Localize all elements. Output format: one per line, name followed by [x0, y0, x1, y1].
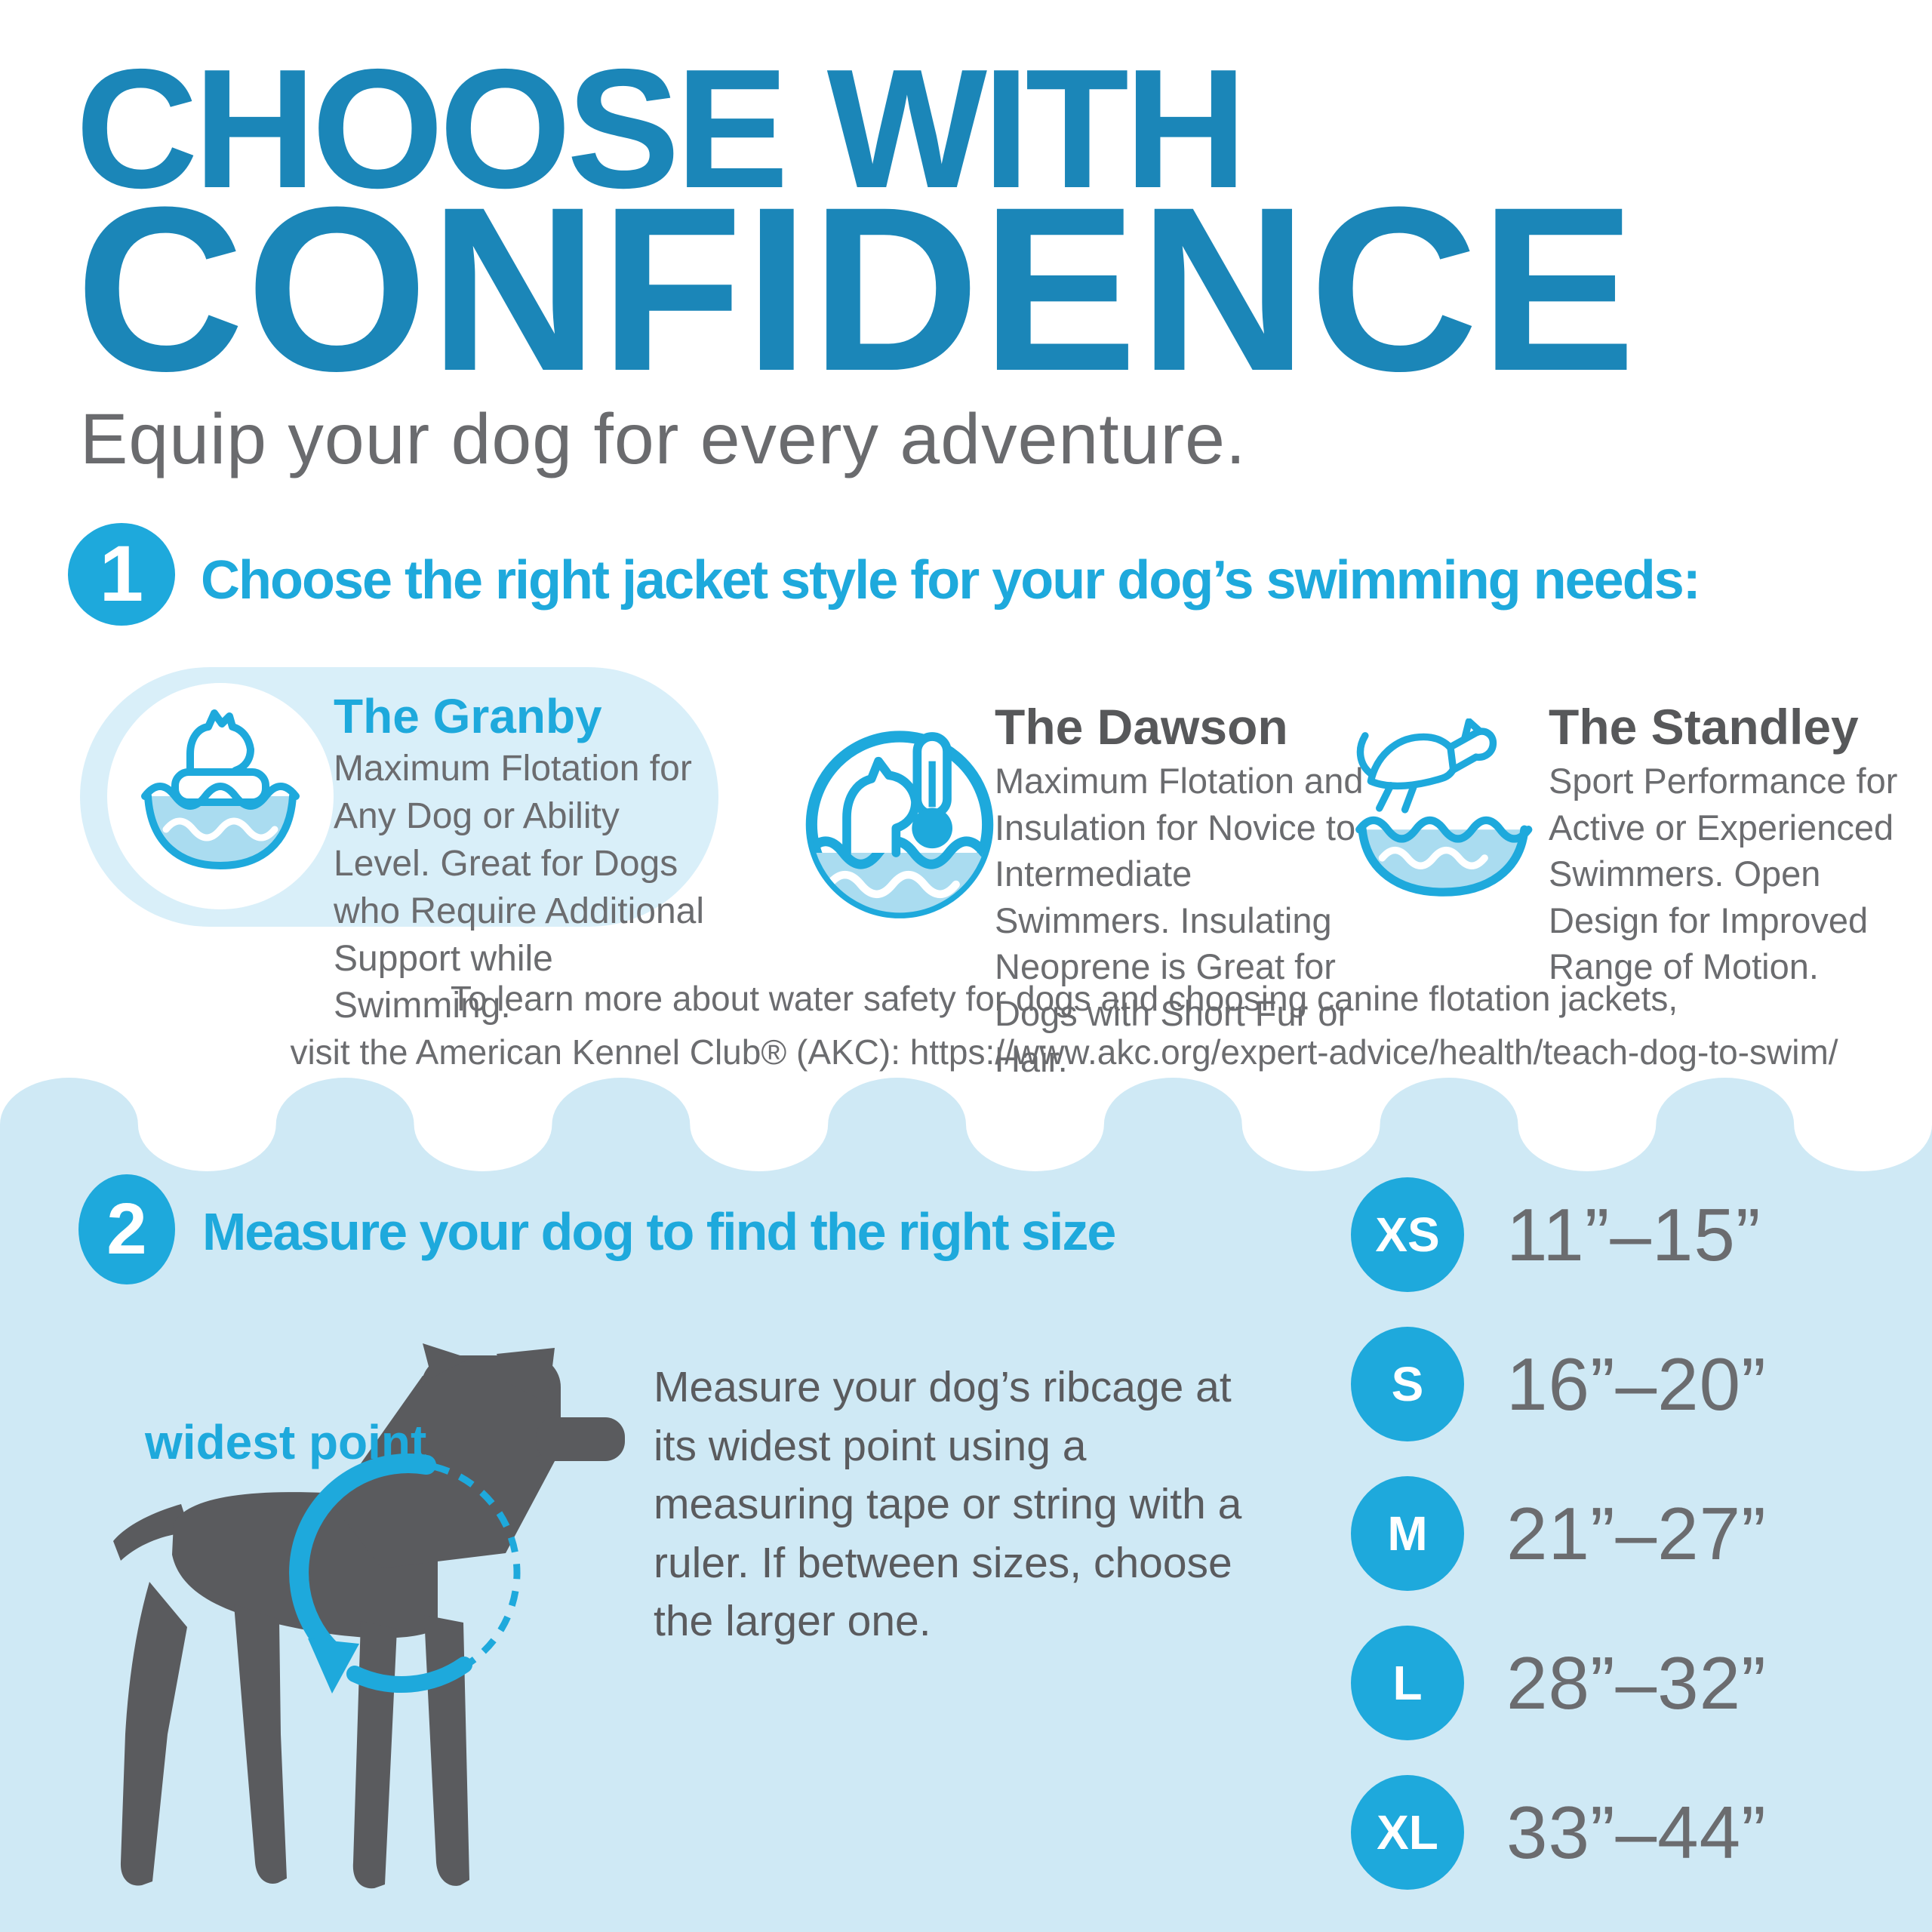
size-range-xs: 11”–15”: [1506, 1192, 1761, 1276]
size-range-xl: 33”–44”: [1506, 1790, 1767, 1874]
dog-silhouette-diagram: [83, 1342, 724, 1932]
style-name-granby: The Granby: [334, 689, 602, 743]
size-row-xl: XL 33”–44”: [1351, 1775, 1909, 1890]
dog-leaping-icon: [1351, 718, 1536, 897]
widest-point-label: widest point: [145, 1415, 427, 1469]
size-row-l: L 28”–32”: [1351, 1626, 1909, 1740]
size-row-m: M 21”–27”: [1351, 1476, 1909, 1591]
akc-note: To learn more about water safety for dog…: [98, 972, 1932, 1080]
akc-note-line2: visit the American Kennel Club® (AKC): h…: [290, 1032, 1838, 1072]
step1-number-badge: 1: [68, 523, 175, 626]
style-name-dawson: The Dawson: [995, 699, 1288, 755]
size-row-xs: XS 11”–15”: [1351, 1177, 1909, 1292]
granby-icon-circle: [107, 683, 334, 909]
size-badge-s: S: [1351, 1327, 1464, 1441]
size-badge-m: M: [1351, 1476, 1464, 1591]
step2-heading: Measure your dog to find the right size: [202, 1202, 1116, 1261]
size-row-s: S 16”–20”: [1351, 1327, 1909, 1441]
style-name-standley: The Standley: [1549, 699, 1859, 755]
size-badge-xs: XS: [1351, 1177, 1464, 1292]
dog-on-float-icon: [130, 706, 311, 887]
step2-number-badge: 2: [78, 1174, 175, 1284]
circumference-arrow-icon: [289, 1454, 521, 1694]
size-badge-l: L: [1351, 1626, 1464, 1740]
step1-heading: Choose the right jacket style for your d…: [201, 550, 1701, 611]
page-title-line1: CHOOSE WITH: [75, 33, 1247, 223]
size-range-l: 28”–32”: [1506, 1641, 1767, 1724]
size-badge-xl: XL: [1351, 1775, 1464, 1890]
akc-note-line1: To learn more about water safety for dog…: [450, 979, 1678, 1018]
style-description-granby: Maximum Flotation for Any Dog or Ability…: [334, 749, 704, 1026]
dog-thermometer-icon: [794, 715, 1005, 927]
style-description-standley: Sport Performance for Active or Experien…: [1549, 761, 1898, 987]
style-description-dawson: Maximum Flotation and Insulation for Nov…: [995, 761, 1364, 1080]
size-range-s: 16”–20”: [1506, 1342, 1767, 1426]
measuring-instructions: Measure your dog’s ribcage at its widest…: [654, 1363, 1242, 1646]
page-subtitle: Equip your dog for every adventure.: [80, 399, 1247, 479]
wave-divider: [0, 1078, 1932, 1173]
page-title-line2: CONFIDENCE: [75, 158, 1638, 420]
size-range-m: 21”–27”: [1506, 1491, 1767, 1575]
